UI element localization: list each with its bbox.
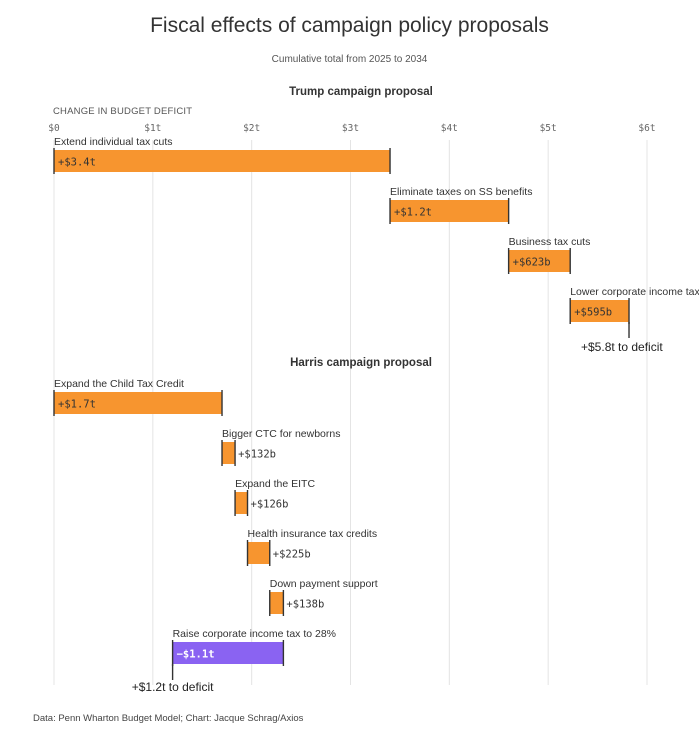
chart-title: Fiscal effects of campaign policy propos… xyxy=(150,14,549,37)
bars: Trump campaign proposal Extend individual… xyxy=(53,86,699,694)
bar xyxy=(508,250,571,272)
bar xyxy=(235,492,248,514)
bar xyxy=(269,592,284,614)
bar-label: Down payment support xyxy=(270,578,378,590)
bar-label: Extend individual tax cuts xyxy=(54,136,172,148)
bar-label: Eliminate taxes on SS benefits xyxy=(390,186,532,198)
axis-title: CHANGE IN BUDGET DEFICIT xyxy=(53,106,192,117)
source-footer: Data: Penn Wharton Budget Model; Chart: … xyxy=(33,713,304,724)
total-label: +$1.2t to deficit xyxy=(132,680,214,694)
bar-label: Health insurance tax credits xyxy=(248,528,378,540)
value-label: +$595b xyxy=(574,307,612,319)
value-label: +$3.4t xyxy=(58,157,96,169)
tick-label: $5t xyxy=(540,123,557,134)
bar-label: Expand the EITC xyxy=(235,478,315,490)
chart-subtitle: Cumulative total from 2025 to 2034 xyxy=(271,54,428,65)
value-label: +$1.2t xyxy=(394,207,432,219)
value-label: +$132b xyxy=(238,449,276,461)
group-harris: Harris campaign proposal Expand the Child… xyxy=(53,357,432,694)
gridlines xyxy=(53,140,648,685)
value-label: +$126b xyxy=(251,499,289,511)
section-header: Trump campaign proposal xyxy=(289,86,433,98)
group-trump: Trump campaign proposal Extend individual… xyxy=(53,86,699,354)
bar xyxy=(222,442,236,464)
x-axis-ticks: $0 $1t $2t $3t $4t $5t $6t xyxy=(48,123,655,134)
bar-label: Expand the Child Tax Credit xyxy=(54,378,184,390)
value-label: −$1.1t xyxy=(177,649,215,661)
bar xyxy=(54,392,223,414)
bar-label: Lower corporate income tax to 15% xyxy=(570,286,699,298)
tick-label: $0 xyxy=(48,123,60,134)
value-label: +$1.7t xyxy=(58,399,96,411)
value-label: +$623b xyxy=(513,257,551,269)
bar-label: Bigger CTC for newborns xyxy=(222,428,340,440)
bar xyxy=(247,542,270,564)
bar xyxy=(570,300,630,322)
bar xyxy=(172,642,284,664)
tick-label: $1t xyxy=(144,123,161,134)
tick-label: $2t xyxy=(243,123,260,134)
waterfall-chart: $0 $1t $2t $3t $4t $5t $6t CHANGE IN BUDGET DE… xyxy=(48,86,699,694)
bar xyxy=(390,200,509,222)
tick-label: $4t xyxy=(441,123,458,134)
total-label: +$5.8t to deficit xyxy=(581,340,663,354)
section-header: Harris campaign proposal xyxy=(290,357,432,369)
bar-label: Business tax cuts xyxy=(509,236,591,248)
value-label: +$225b xyxy=(273,549,311,561)
value-label: +$138b xyxy=(286,599,324,611)
tick-label: $3t xyxy=(342,123,359,134)
tick-label: $6t xyxy=(638,123,655,134)
bar-label: Raise corporate income tax to 28% xyxy=(173,628,336,640)
bar xyxy=(54,150,391,172)
